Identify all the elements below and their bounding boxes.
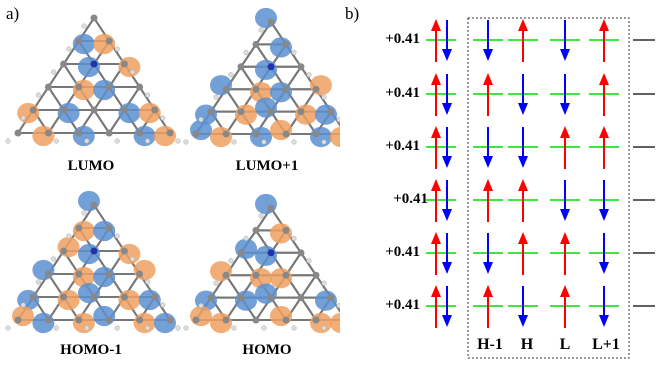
charge-label: +0.41 (385, 138, 420, 154)
spin-down-arrow (442, 127, 452, 168)
spin-up-arrow (560, 285, 570, 328)
spin-down-arrow (442, 74, 452, 115)
spin-down-arrow (599, 286, 609, 327)
homo-orbital (183, 193, 340, 334)
orbital-title-lumo: LUMO (67, 158, 115, 174)
spin-up-arrow (518, 179, 528, 222)
spin-down-arrow (599, 233, 609, 274)
spin-up-arrow (518, 232, 528, 275)
spin-up-arrow (483, 179, 493, 222)
spin-up-arrow (560, 232, 570, 275)
spin-down-arrow (560, 180, 570, 221)
spin-up-arrow (483, 73, 493, 116)
lumo-orbital (5, 14, 181, 147)
dotted-frame (467, 17, 630, 359)
spin-up-arrow (431, 285, 441, 328)
spin-down-arrow (442, 233, 452, 274)
orbital-title-homo: HOMO (242, 342, 292, 358)
spin-down-arrow (483, 20, 493, 61)
charge-label: +0.41 (385, 297, 420, 313)
spin-down-arrow (599, 180, 609, 221)
spin-down-arrow (442, 180, 452, 221)
lumo-plus-1-orbital (183, 7, 340, 148)
spin-down-arrow (518, 127, 528, 168)
column-label-l-plus-1: L+1 (592, 336, 620, 353)
column-label-h-1: H-1 (477, 336, 503, 353)
column-label-l: L (559, 336, 571, 353)
spin-up-arrow (431, 126, 441, 169)
charge-label: +0.41 (385, 244, 420, 260)
charge-label: +0.41 (385, 85, 420, 101)
spin-up-arrow (431, 73, 441, 116)
homo-minus-1-orbital (5, 190, 181, 334)
spin-up-arrow (518, 19, 528, 62)
panel-a-label: a) (6, 4, 20, 23)
spin-down-arrow (560, 74, 570, 115)
spin-up-arrow (483, 285, 493, 328)
charge-label: +0.41 (393, 191, 428, 207)
spin-up-arrow (599, 126, 609, 169)
spin-down-arrow (442, 286, 452, 327)
panel-b-label: b) (345, 4, 360, 23)
spin-up-arrow (431, 232, 441, 275)
orbital-images (5, 7, 340, 334)
spin-up-arrow (431, 179, 441, 222)
orbital-title-lumo-plus-1: LUMO+1 (235, 158, 299, 174)
column-label-h: H (520, 336, 534, 353)
spin-down-arrow (560, 20, 570, 61)
spin-up-arrow (599, 19, 609, 62)
spin-up-arrow (599, 73, 609, 116)
charge-label: +0.41 (385, 31, 420, 47)
spin-down-arrow (518, 74, 528, 115)
orbital-title-homo-minus-1: HOMO-1 (60, 342, 122, 358)
spin-up-arrow (431, 19, 441, 62)
spin-down-arrow (483, 233, 493, 274)
spin-down-arrow (442, 20, 452, 61)
spin-down-arrow (483, 127, 493, 168)
spin-up-arrow (560, 126, 570, 169)
spin-down-arrow (518, 286, 528, 327)
